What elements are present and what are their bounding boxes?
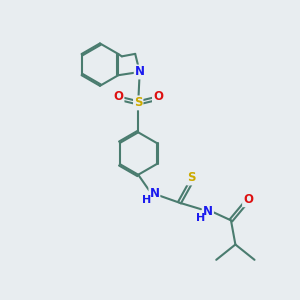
Text: O: O bbox=[243, 193, 253, 206]
Text: N: N bbox=[135, 65, 145, 79]
Text: N: N bbox=[149, 188, 159, 200]
Text: S: S bbox=[187, 172, 196, 184]
Text: H: H bbox=[196, 213, 206, 223]
Text: O: O bbox=[153, 91, 163, 103]
Text: O: O bbox=[113, 91, 124, 103]
Text: N: N bbox=[203, 205, 213, 218]
Text: H: H bbox=[142, 195, 152, 205]
Text: S: S bbox=[134, 96, 142, 110]
